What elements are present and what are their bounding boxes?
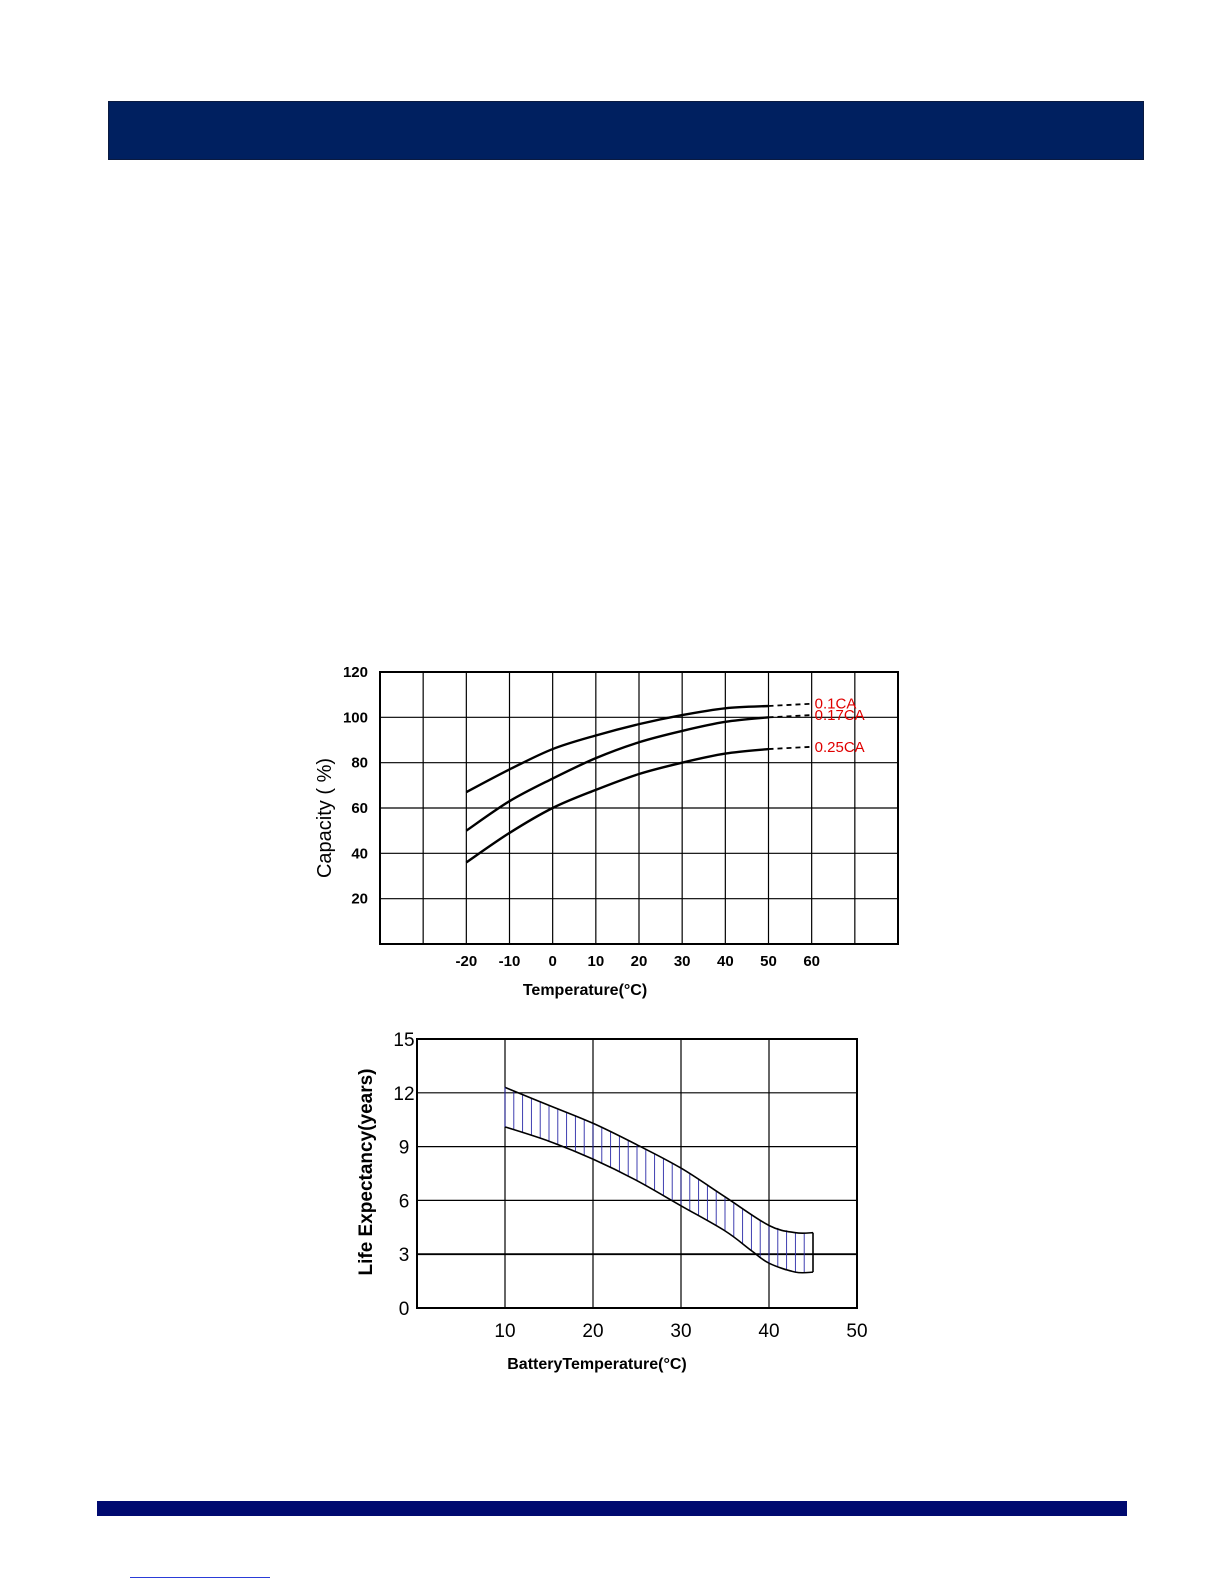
y-tick-label: 20 — [351, 891, 368, 908]
x-tick-label: 0 — [548, 953, 556, 970]
x-tick-label: 30 — [674, 953, 691, 970]
x-tick-label: -10 — [499, 953, 521, 970]
x-tick-label: 50 — [846, 1321, 867, 1342]
x-tick-label: 30 — [670, 1321, 691, 1342]
upper-bound-line — [504, 1086, 814, 1235]
x-tick-label: 10 — [587, 953, 604, 970]
header-bar — [108, 101, 1144, 160]
x-tick-label: 40 — [758, 1321, 779, 1342]
x-axis-label: Temperature(°C) — [523, 982, 647, 999]
x-tick-label: 60 — [803, 953, 820, 970]
y-tick-label: 9 — [399, 1138, 410, 1159]
y-tick-label: 6 — [399, 1191, 410, 1212]
footer-link-underline — [130, 1577, 270, 1578]
capacity-temperature-chart: -20 -10 0 10 20 30 40 50 60 120 100 80 60 40 20 Tempera… — [314, 664, 899, 999]
y-tick-label: 3 — [399, 1245, 410, 1266]
y-tick-label: 15 — [393, 1030, 414, 1051]
y-tick-label: 120 — [343, 664, 368, 681]
series-label: 0.17CA — [815, 707, 865, 724]
y-tick-label: 12 — [393, 1084, 414, 1105]
x-tick-label: 50 — [760, 953, 777, 970]
y-tick-label: 40 — [351, 845, 368, 862]
lower-bound-line — [504, 1126, 814, 1274]
x-tick-label: 40 — [717, 953, 734, 970]
x-tick-label: 10 — [494, 1321, 515, 1342]
x-tick-label: 20 — [582, 1321, 603, 1342]
footer-bar — [97, 1501, 1127, 1516]
series-label: 0.1CA — [815, 696, 857, 713]
series-line — [465, 747, 769, 864]
y-tick-label: 0 — [399, 1299, 410, 1320]
x-tick-label: -20 — [455, 953, 477, 970]
x-axis-label: BatteryTemperature(°C) — [507, 1356, 686, 1373]
y-axis-label: Life Expectancy(years) — [356, 1069, 377, 1276]
y-tick-label: 80 — [351, 755, 368, 772]
y-tick-label: 100 — [343, 709, 368, 726]
series-extension-dashed — [768, 714, 812, 719]
y-axis-label: Capacity ( %) — [314, 758, 336, 878]
series-label: 0.25CA — [815, 739, 865, 756]
series-line — [465, 716, 769, 832]
series-extension-dashed — [768, 702, 812, 707]
life-expectancy-chart: 10 20 30 40 5015129630BatteryTemperature(°C)… — [356, 1030, 868, 1373]
x-tick-label: 20 — [631, 953, 648, 970]
series-line — [465, 704, 769, 794]
y-tick-label: 60 — [351, 800, 368, 817]
series-extension-dashed — [768, 745, 812, 750]
